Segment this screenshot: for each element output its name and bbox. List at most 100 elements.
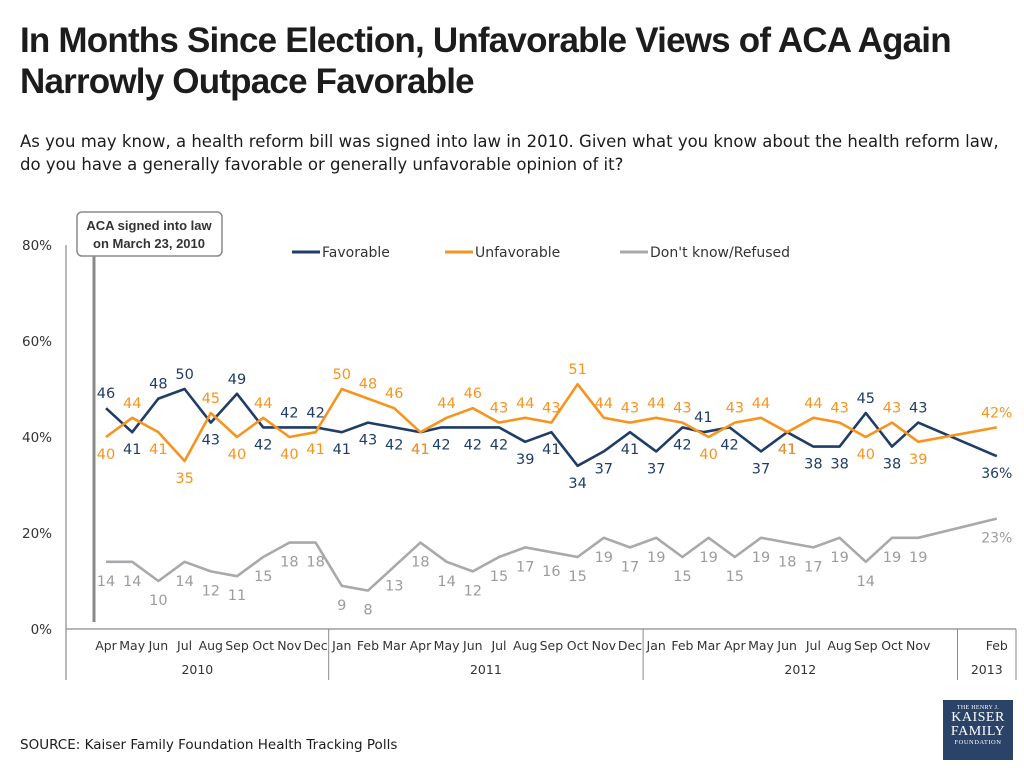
data-label: 41 xyxy=(778,442,796,458)
data-label: 23% xyxy=(981,531,1012,547)
data-label: 18 xyxy=(411,555,429,571)
data-label: 44 xyxy=(804,396,822,412)
data-label: 37 xyxy=(647,461,665,477)
annotation-line1: ACA signed into law xyxy=(86,218,212,233)
data-label: 15 xyxy=(254,569,272,585)
data-label: 18 xyxy=(280,555,298,571)
x-tick-label: Oct xyxy=(567,638,589,653)
data-label: 43 xyxy=(202,433,220,449)
data-label: 11 xyxy=(228,588,246,604)
year-label: 2011 xyxy=(470,662,502,677)
x-tick-label: Feb xyxy=(986,638,1008,653)
data-label: 42 xyxy=(490,437,508,453)
x-tick-label: Jan xyxy=(331,638,351,653)
data-label: 37 xyxy=(595,461,613,477)
data-label: 40 xyxy=(857,447,875,463)
x-tick-label: May xyxy=(119,638,145,653)
x-tick-label: Jun xyxy=(148,638,169,653)
data-label: 14 xyxy=(97,574,115,590)
data-label: 9 xyxy=(337,598,346,614)
y-tick-label: 60% xyxy=(22,334,52,350)
x-tick-label: Jun xyxy=(776,638,797,653)
x-tick-label: Aug xyxy=(199,638,223,653)
data-label: 45 xyxy=(202,391,220,407)
data-label: 40 xyxy=(699,447,717,463)
data-label: 39 xyxy=(516,452,534,468)
data-label: 39 xyxy=(909,452,927,468)
data-label: 41 xyxy=(333,442,351,458)
data-label: 43 xyxy=(883,401,901,417)
data-label: 50 xyxy=(333,367,351,383)
series-line xyxy=(106,517,998,592)
data-label: 40 xyxy=(228,447,246,463)
data-label: 45 xyxy=(857,391,875,407)
data-label: 43 xyxy=(359,433,377,449)
x-tick-label: Sep xyxy=(540,638,564,653)
data-label: 16 xyxy=(542,564,560,580)
data-label: 41 xyxy=(694,410,712,426)
data-label: 19 xyxy=(909,550,927,566)
data-label: 38 xyxy=(830,457,848,473)
data-label: 19 xyxy=(830,550,848,566)
x-tick-label: Oct xyxy=(252,638,274,653)
data-label: 42 xyxy=(720,437,738,453)
data-label: 37 xyxy=(752,461,770,477)
data-label: 44 xyxy=(752,396,770,412)
x-tick-label: Sep xyxy=(225,638,249,653)
logo-line2a: KAISER xyxy=(951,710,1005,725)
x-tick-label: Jun xyxy=(462,638,483,653)
logo-line3: FOUNDATION xyxy=(954,739,1002,746)
x-tick-label: Nov xyxy=(277,638,302,653)
data-label: 44 xyxy=(516,396,534,412)
data-label: 50 xyxy=(175,367,193,383)
data-label: 41 xyxy=(621,442,639,458)
data-label: 44 xyxy=(595,396,613,412)
data-label: 43 xyxy=(621,401,639,417)
data-label: 44 xyxy=(647,396,665,412)
data-label: 46 xyxy=(385,386,403,402)
data-label: 44 xyxy=(123,396,141,412)
data-label: 43 xyxy=(490,401,508,417)
data-label: 36% xyxy=(981,466,1012,482)
year-label: 2012 xyxy=(784,662,816,677)
y-tick-label: 0% xyxy=(31,622,53,638)
data-label: 41 xyxy=(411,442,429,458)
data-label: 41 xyxy=(149,442,167,458)
legend-item: Favorable xyxy=(292,245,390,261)
legend-label: Unfavorable xyxy=(475,245,560,261)
x-tick-label: Mar xyxy=(382,638,406,653)
data-label: 48 xyxy=(359,377,377,393)
chart-title: In Months Since Election, Unfavorable Vi… xyxy=(20,21,952,101)
data-label: 18 xyxy=(778,555,796,571)
x-tick-label: Aug xyxy=(827,638,851,653)
data-label: 41 xyxy=(542,442,560,458)
data-label: 15 xyxy=(490,569,508,585)
data-label: 42 xyxy=(280,405,298,421)
x-tick-label: May xyxy=(434,638,460,653)
data-label: 17 xyxy=(804,559,822,575)
x-tick-label: Nov xyxy=(592,638,617,653)
data-label: 19 xyxy=(883,550,901,566)
data-label: 43 xyxy=(909,401,927,417)
data-label: 18 xyxy=(306,555,324,571)
logo-line1: THE HENRY J. xyxy=(956,705,1000,711)
x-tick-label: Jul xyxy=(490,638,506,653)
data-label: 15 xyxy=(568,569,586,585)
series-line xyxy=(105,382,998,463)
logo-line2b: FAMILY xyxy=(950,724,1006,739)
data-label: 42 xyxy=(385,437,403,453)
x-tick-label: Apr xyxy=(410,638,432,653)
year-label: 2013 xyxy=(971,662,1003,677)
data-label: 43 xyxy=(830,401,848,417)
legend-item: Unfavorable xyxy=(445,245,560,261)
data-label: 35 xyxy=(175,471,193,487)
data-label: 14 xyxy=(857,574,875,590)
data-label: 17 xyxy=(516,559,534,575)
legend-label: Favorable xyxy=(322,245,390,261)
data-label: 14 xyxy=(437,574,455,590)
x-tick-label: Dec xyxy=(618,638,642,653)
data-label: 15 xyxy=(726,569,744,585)
source-note: SOURCE: Kaiser Family Foundation Health … xyxy=(20,737,398,753)
data-label: 12 xyxy=(202,583,220,599)
